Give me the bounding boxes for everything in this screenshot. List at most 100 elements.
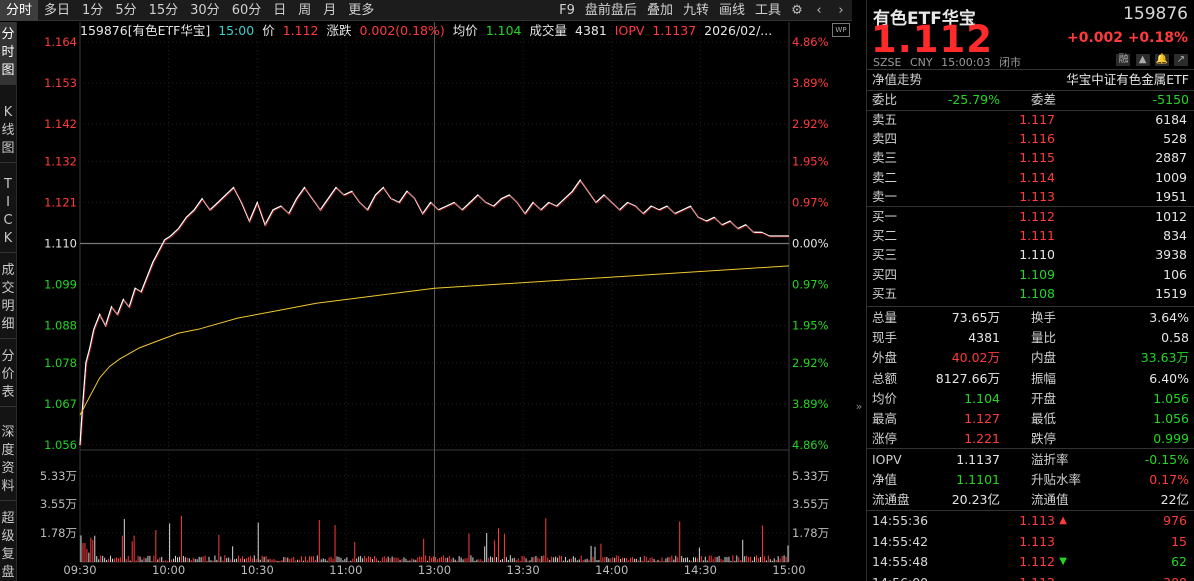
asks-price[interactable]: 1.117 [1019,112,1055,127]
price-line-shadow [80,180,790,447]
divider [867,510,1194,511]
timeframe-tab[interactable]: 60分 [231,2,262,18]
left-tab[interactable]: 成交明细 [0,258,16,339]
left-tab-char: 度 [1,443,15,458]
stat-row: 涨停 1.221 跌停 0.999 [867,429,1194,449]
left-tab-char: 图 [1,141,15,156]
stat-row: 总量 73.65万 换手 3.64% [867,308,1194,328]
bids-price[interactable]: 1.110 [1019,247,1055,263]
price-change-pct: +0.18% [1127,30,1188,46]
stat-label: 外盘 [872,350,898,366]
stock-name: 有色ETF华宝 [873,9,976,29]
timeframe-tab[interactable]: 15分 [148,2,179,18]
left-tab-char: K [3,231,13,246]
toolbar-item[interactable]: F9 [559,2,575,18]
pct-tick-label: 2.92% [792,356,829,370]
timeframe-tab[interactable]: 多日 [44,2,71,18]
time-tick-label: 14:00 [595,563,628,577]
stat-label: 总量 [872,310,898,325]
stat-label: 量比 [1031,330,1057,346]
margin-button[interactable]: 融 [1116,54,1131,66]
exchange-line: SZSE CNY 15:00:03 闭市 [873,54,1026,70]
stat-label: 跌停 [1031,431,1057,447]
tick-time: 14:55:36 [872,513,929,528]
left-tab[interactable]: 深度资料 [0,420,16,501]
stat-value: 4381 [968,330,1000,346]
time-tick-label: 13:30 [507,563,540,577]
timeframe-tab[interactable]: 更多 [348,2,375,18]
timeframe-tab[interactable]: 日 [273,2,287,18]
stat-value: 0.58 [1161,330,1189,346]
toolbar-item[interactable]: 画线 [718,2,745,18]
price-tick-label: 1.142 [44,117,77,131]
chevron-left-icon[interactable]: ‹ [816,2,822,18]
nav-trend-link[interactable]: 净值走势 [872,72,923,87]
weibi-value: -25.79% [947,92,1000,107]
stat-value: 73.65万 [951,310,1000,325]
asks-price[interactable]: 1.115 [1019,150,1055,166]
left-tab[interactable]: 分时图 [0,22,16,85]
price-tick-label: 1.153 [44,76,77,90]
stat-value: 1.1101 [956,472,1000,488]
left-tab[interactable]: 分价表 [0,344,16,407]
timeframe-tab[interactable]: 月 [323,2,337,18]
chevron-right-icon[interactable]: › [838,2,844,18]
tick-volume: 976 [1163,513,1187,528]
stat-label: 内盘 [1031,350,1057,366]
share-icon[interactable]: ↗ [1174,54,1188,66]
left-tab-char: 复 [1,547,15,562]
collapse-panel-icon[interactable]: » [855,400,863,413]
pct-tick-label: 0.97% [792,195,829,209]
asks-price[interactable]: 1.116 [1019,131,1055,147]
price-tick-label: 1.078 [44,356,77,370]
info-avg: 1.104 [485,23,522,38]
stat-value: 20.23亿 [951,492,1000,508]
info-avg-label: 均价 [452,23,478,38]
intraday-chart[interactable]: 1.164 4.86% 1.153 3.89% 1.142 2.92% 1.132 1.95%… [17,22,849,581]
timeframe-tab[interactable]: 周 [298,2,312,18]
left-tab[interactable]: 超级复盘 [0,506,16,581]
stat-label: 溢折率 [1031,452,1069,467]
arrow-up-icon: ▲ [1059,515,1067,526]
time-tick-label: 15:00 [772,563,805,577]
toolbar-item[interactable]: 工具 [754,2,781,18]
bids-qty: 1519 [1155,285,1187,301]
pct-tick-label: 0.97% [792,278,829,292]
divider [867,306,1194,307]
toolbar-item[interactable]: 九转 [682,2,709,18]
timeframe-tab[interactable]: 分时 [0,0,39,21]
timeframe-tab[interactable]: 5分 [115,2,137,18]
time-tick-label: 09:30 [63,563,96,577]
toolbar-item[interactable]: 盘前盘后 [584,2,637,18]
asks-qty: 528 [1163,131,1187,147]
bids-price[interactable]: 1.112 [1019,209,1055,224]
index-name: 华宝中证有色金属ETF [1066,72,1189,87]
timeframe-tab[interactable]: 30分 [190,2,220,18]
bids-price[interactable]: 1.109 [1019,266,1055,282]
left-tab-char: 时 [1,45,15,60]
divider [867,69,1194,70]
bell-icon[interactable]: 🔔 [1154,54,1169,66]
stat-value: 1.056 [1153,411,1189,426]
toolbar-item[interactable]: 叠加 [646,2,673,18]
alert-triangle-icon[interactable]: ▲ [1135,54,1150,66]
timeframe-tab[interactable]: 1分 [82,2,104,18]
asks-price[interactable]: 1.113 [1019,188,1055,204]
price-tick-label: 1.110 [44,237,77,251]
wp-toggle-icon[interactable]: WP [832,23,850,37]
stat-row: 最高 1.127 最低 1.056 [867,409,1194,429]
bids-price[interactable]: 1.111 [1019,228,1055,244]
divider [867,448,1194,449]
asks-label: 卖五 [872,112,898,127]
stat-value: 6.40% [1149,370,1189,386]
gear-icon[interactable]: ⚙ [791,2,803,18]
left-tab-char: C [3,213,13,228]
stat-label: 涨停 [872,431,898,447]
tick-row: 14:55:48 1.112 ▼ 62 [867,552,1194,572]
bids-price[interactable]: 1.108 [1019,285,1055,301]
info-time: 15:00 [218,23,255,38]
asks-price[interactable]: 1.114 [1019,169,1055,185]
